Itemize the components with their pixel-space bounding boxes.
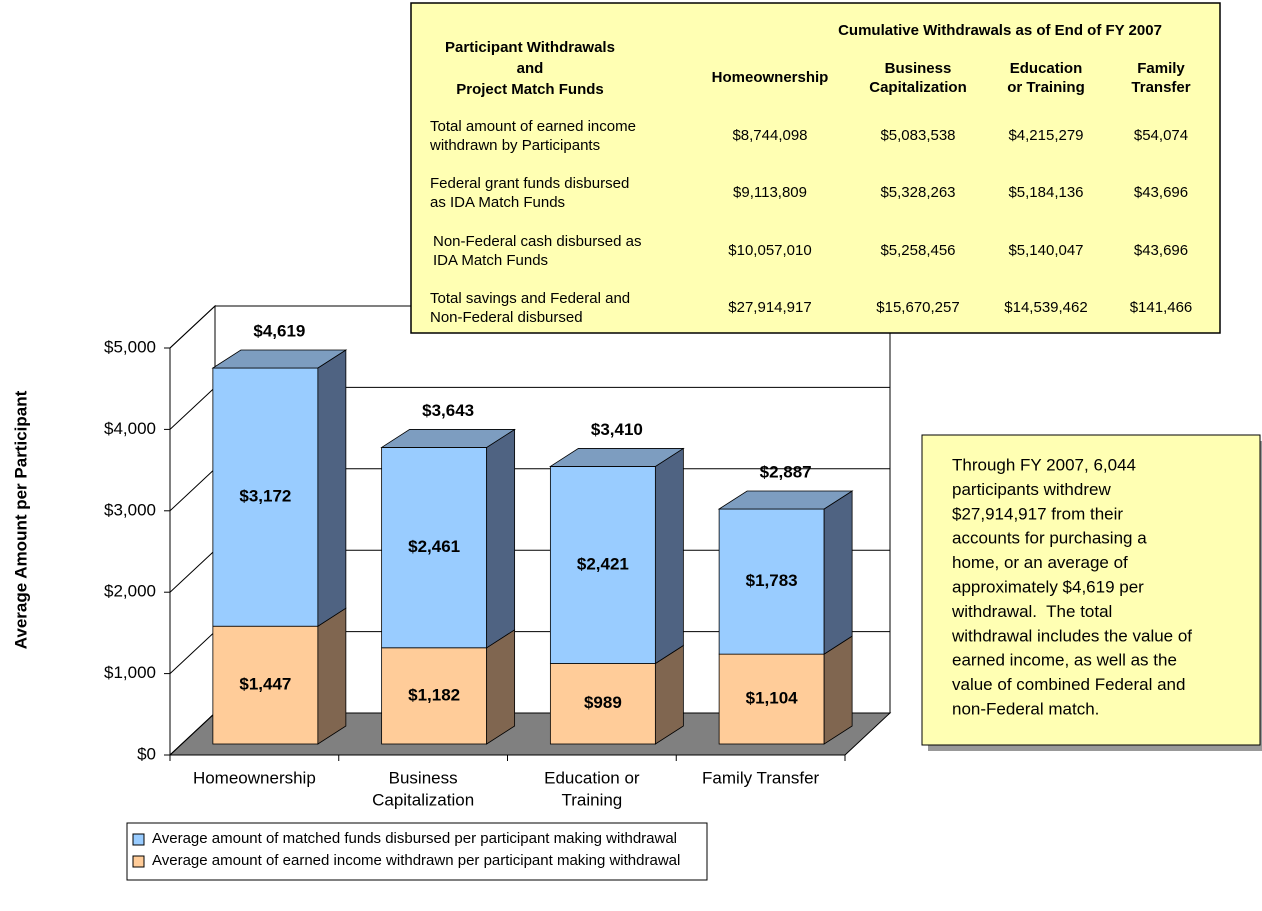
x-tick-label: Education or [544,768,640,787]
note-line: $27,914,917 from their [952,504,1123,523]
legend-swatch [132,855,145,868]
bar-segment-front [718,653,825,745]
y-tick-label: $1,000 [104,663,156,682]
bar-segment-side [317,349,347,627]
bar-segment-top [549,448,685,467]
table-cell: $15,670,257 [876,299,959,316]
row-label: withdrawn by Participants [429,137,600,154]
row-label: Non-Federal disbursed [430,309,583,326]
y-tick-label: $5,000 [104,337,156,356]
table-cell: $4,215,279 [1008,127,1083,144]
y-tick-label: $2,000 [104,582,156,601]
column-header: Transfer [1131,79,1190,96]
table-corner: and [517,60,544,77]
total-label: $2,887 [760,462,812,481]
table-cell: $5,140,047 [1008,242,1083,259]
table-cell: $14,539,462 [1004,299,1087,316]
data-label: $1,783 [746,571,798,590]
bar-segment-front [212,367,319,627]
note-line: approximately $4,619 per [952,577,1144,596]
table-corner: Project Match Funds [456,81,604,98]
column-header: or Training [1007,79,1085,96]
table-title: Cumulative Withdrawals as of End of FY 2… [838,22,1162,39]
note-line: withdrawal. The total [951,602,1112,621]
legend [126,822,708,881]
data-label: $2,461 [408,537,460,556]
legend-label: Average amount of earned income withdraw… [152,852,680,869]
table-cell: $43,696 [1134,184,1188,201]
x-tick-label: Training [561,790,622,809]
y-axis-title: Average Amount per Participant [11,390,30,649]
bar-segment-top [717,490,854,510]
bar-segment-front [381,447,488,649]
column-header: Business [885,60,952,77]
table-cell: $5,328,263 [880,184,955,201]
note-line: Through FY 2007, 6,044 [952,455,1136,474]
note-line: participants withdrew [952,480,1111,499]
table-cell: $141,466 [1130,299,1193,316]
bar-segment-front [212,625,319,745]
column-header: Homeownership [712,69,829,86]
data-label: $2,421 [577,554,629,573]
x-tick-label: Family Transfer [702,768,819,787]
x-tick-label: Homeownership [193,768,316,787]
table-cell: $9,113,809 [733,184,807,201]
table-cell: $10,057,010 [728,242,811,259]
data-label: $1,104 [746,689,799,708]
row-label: Federal grant funds disbursed [430,175,629,192]
table-cell: $5,184,136 [1008,184,1083,201]
note-box [921,434,1261,746]
y-tick-label: $0 [137,744,156,763]
table-cell: $8,744,098 [732,127,807,144]
bar-segment-front [549,466,656,664]
column-header: Capitalization [869,79,967,96]
column-header: Education [1010,60,1083,77]
y-tick-label: $3,000 [104,500,156,519]
total-label: $3,643 [422,401,474,420]
data-label: $3,172 [239,487,291,506]
bar-segment-top [380,429,516,448]
row-label: IDA Match Funds [433,252,548,269]
legend-swatch [132,833,145,846]
table-cell: $5,083,538 [880,127,955,144]
table-cell: $43,696 [1134,242,1188,259]
table-cell: $27,914,917 [728,299,811,316]
total-label: $3,410 [591,420,643,439]
note-line: non-Federal match. [952,699,1099,718]
table-cell: $5,258,456 [880,242,955,259]
bar-segment-front [718,508,825,655]
total-label: $4,619 [253,321,305,340]
row-label: Total amount of earned income [430,118,636,135]
y-tick-label: $4,000 [104,419,156,438]
bar-segment-side [823,490,853,655]
note-line: withdrawal includes the value of [951,626,1192,645]
table-box [410,2,1221,334]
note-line: home, or an average of [952,553,1128,572]
row-label: as IDA Match Funds [430,194,565,211]
bar-segment-side [486,428,516,649]
bar-segment-side [823,635,853,745]
note-line: value of combined Federal and [952,675,1185,694]
bar-segment-side [654,447,684,665]
note-line: accounts for purchasing a [952,529,1147,548]
bar-segment-side [317,607,347,745]
legend-label: Average amount of matched funds disburse… [152,830,677,847]
side-wall [169,304,216,757]
bar-segment-front [381,647,488,745]
x-tick-label: Business [389,768,458,787]
table-corner: Participant Withdrawals [445,39,615,56]
bar-segment-side [486,629,516,745]
table-cell: $54,074 [1134,127,1188,144]
row-label: Total savings and Federal and [430,290,630,307]
column-header: Family [1137,60,1185,77]
data-label: $1,182 [408,685,460,704]
data-label: $989 [584,693,622,712]
row-label: Non-Federal cash disbursed as [433,233,641,250]
bar-segment-top [211,349,348,369]
data-label: $1,447 [239,675,291,694]
note-line: earned income, as well as the [952,651,1177,670]
x-tick-label: Capitalization [372,790,474,809]
